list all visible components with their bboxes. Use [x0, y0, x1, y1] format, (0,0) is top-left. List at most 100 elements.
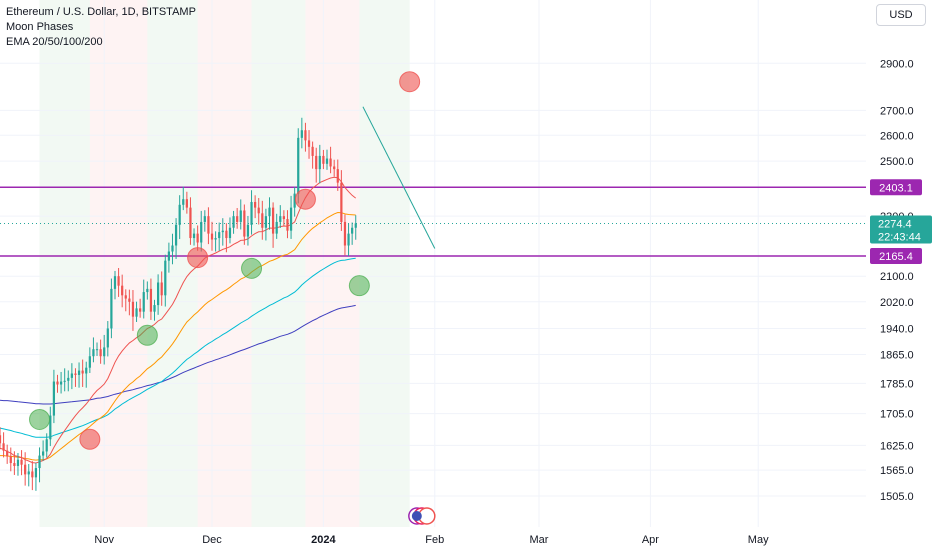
candle-up — [70, 373, 73, 378]
us-flag-icon — [411, 511, 422, 521]
time-tick-label: Apr — [642, 534, 659, 546]
candle-up — [214, 238, 217, 240]
symbol-title[interactable]: Ethereum / U.S. Dollar, 1D, BITSTAMP — [6, 6, 196, 18]
price-tick-label: 2500.0 — [880, 156, 914, 168]
candle-up — [250, 201, 253, 225]
candle-down — [340, 182, 343, 222]
currency-button[interactable]: USD — [876, 4, 926, 26]
candle-up — [178, 204, 181, 225]
candle-down — [322, 155, 325, 164]
candle-up — [67, 377, 70, 381]
price-tick-label: 2900.0 — [880, 58, 914, 70]
ema50-line — [0, 211, 356, 461]
candle-down — [333, 166, 336, 170]
full-moon-marker — [79, 428, 101, 450]
candle-up — [318, 155, 321, 170]
candle-down — [311, 146, 314, 156]
time-tick-label: Mar — [530, 534, 549, 546]
candle-up — [228, 227, 232, 239]
candle-down — [31, 471, 34, 478]
candle-up — [325, 158, 329, 164]
full-moon-marker — [187, 247, 209, 269]
price-tick-label: 1625.0 — [880, 440, 914, 452]
candle-down — [210, 233, 214, 240]
candle-down — [160, 282, 163, 296]
candle-down — [2, 443, 5, 451]
price-tick-label: 1705.0 — [880, 409, 914, 421]
level-tag-label: 2403.1 — [879, 182, 913, 194]
candle-down — [336, 169, 339, 183]
candle-up — [203, 216, 206, 222]
candle-down — [282, 216, 285, 220]
time-axis[interactable]: Nov Dec 2024 Feb Mar Apr May — [0, 527, 932, 550]
candle-up — [85, 367, 88, 374]
indicator-moon-phases[interactable]: Moon Phases — [6, 21, 74, 33]
candle-down — [243, 210, 246, 237]
new-moon-marker — [29, 408, 51, 430]
candle-up — [38, 455, 41, 469]
candle-down — [24, 464, 27, 475]
last-price-value: 2274.4 — [878, 219, 912, 231]
price-tick-label: 2700.0 — [880, 105, 914, 117]
time-tick-label: 2024 — [311, 534, 336, 546]
moon-band-waning — [89, 0, 148, 527]
candle-up — [135, 308, 138, 317]
price-axis[interactable]: 2900.02700.02600.02500.02300.02100.02020… — [866, 0, 932, 550]
candle-up — [293, 193, 296, 208]
new-moon-marker — [136, 324, 158, 346]
candle-down — [189, 207, 192, 239]
candle-down — [254, 201, 257, 208]
price-tick-label: 2100.0 — [880, 271, 914, 283]
candle-up — [221, 230, 224, 233]
indicator-ema[interactable]: EMA 20/50/100/200 — [6, 36, 103, 48]
candle-up — [59, 381, 63, 385]
candle-down — [124, 295, 127, 299]
candle-down — [257, 207, 260, 214]
events-marker[interactable] — [408, 507, 436, 525]
candle-down — [225, 230, 228, 239]
price-tick-label: 2600.0 — [880, 130, 914, 142]
price-tick-label: 1785.0 — [880, 378, 914, 390]
candle-down — [307, 140, 311, 147]
candle-up — [142, 292, 145, 312]
grid-lines — [0, 0, 866, 527]
price-tick-label: 1940.0 — [880, 323, 914, 335]
time-tick-label: Nov — [94, 534, 114, 546]
candle-down — [185, 199, 188, 208]
candle-down — [20, 459, 23, 465]
candle-up — [297, 137, 300, 194]
candle-up — [49, 415, 52, 440]
new-moon-marker — [348, 275, 370, 297]
candle-up — [246, 224, 250, 237]
candle-up — [264, 216, 268, 228]
new-moon-marker — [241, 257, 263, 279]
candle-down — [271, 207, 275, 234]
candle-up — [164, 260, 167, 296]
candle-up — [103, 347, 106, 357]
candle-up — [106, 328, 109, 348]
trendline[interactable] — [362, 106, 436, 249]
candle-down — [149, 288, 153, 312]
candle-up — [268, 207, 271, 217]
moon-markers — [29, 71, 421, 450]
full-moon-marker — [399, 71, 421, 93]
candle-up — [182, 199, 185, 205]
candle-down — [56, 381, 59, 385]
candle-down — [343, 221, 347, 246]
candle-up — [45, 439, 48, 452]
candle-up — [113, 276, 117, 289]
price-tick-label: 1505.0 — [880, 491, 914, 503]
candle-up — [174, 224, 178, 246]
ema100-line — [0, 257, 356, 438]
candle-down — [121, 285, 124, 296]
price-tags: 2403.1 2165.4 2274.422:43:44 — [870, 179, 932, 264]
candle-up — [63, 380, 66, 382]
candle-down — [261, 213, 264, 228]
candle-up — [27, 471, 30, 475]
candle-up — [171, 245, 174, 252]
full-moon-marker — [294, 188, 316, 210]
candle-up — [34, 468, 38, 478]
time-tick-label: Dec — [202, 534, 222, 546]
level-tag — [870, 179, 922, 196]
